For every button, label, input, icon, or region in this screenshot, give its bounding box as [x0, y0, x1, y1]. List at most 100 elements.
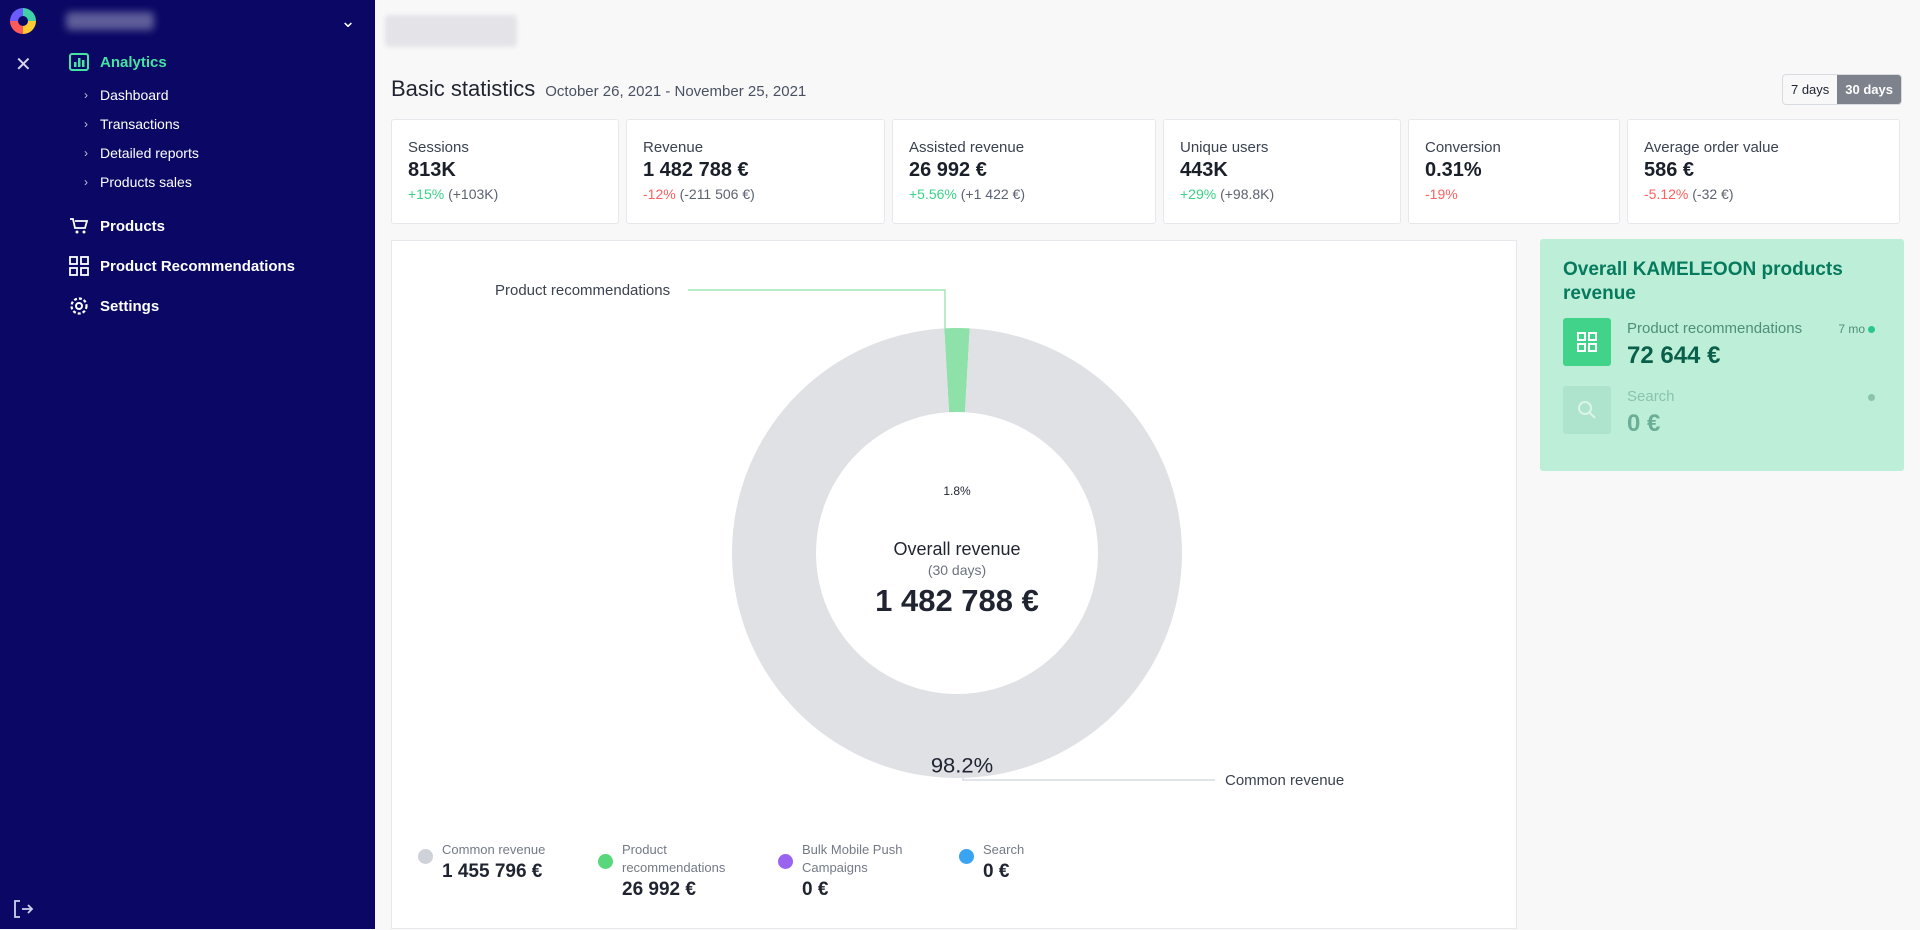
subitem-transactions[interactable]: › Transactions [84, 109, 368, 138]
analytics-submenu: › Dashboard › Transactions › Detailed repor… [84, 80, 368, 196]
stat-value: 443K [1180, 159, 1228, 181]
subitem-label: Transactions [100, 115, 180, 132]
kameleoon-row-value: 0 € [1627, 410, 1661, 437]
legend-name: Bulk Mobile Push Campaigns [802, 842, 903, 875]
kameleoon-row-label: Search [1627, 388, 1675, 405]
sidebar-item-label: Settings [100, 297, 160, 315]
stat-card-assisted-revenue: Assisted revenue 26 992 € +5.56% (+1 422… [892, 119, 1156, 224]
sidebar-item-analytics[interactable]: Analytics [68, 52, 368, 72]
stat-delta: -5.12% [1644, 186, 1689, 202]
sidebar-item-label: Products [100, 217, 166, 235]
stat-delta: +15% [408, 186, 445, 202]
stat-card-sessions: Sessions 813K +15% (+103K) [391, 119, 619, 224]
subitem-label: Products sales [100, 173, 192, 190]
chevron-right-icon: › [84, 116, 88, 131]
stat-title: Assisted revenue [909, 139, 1025, 156]
kameleoon-row-meta: 7 mo [1838, 322, 1865, 336]
stat-card-unique-users: Unique users 443K +29% (+98.8K) [1163, 119, 1401, 224]
callout-line-common-revenue [962, 778, 1215, 781]
legend-item-common-revenue[interactable]: Common revenue 1 455 796 € [418, 841, 598, 901]
stats-cards: Sessions 813K +15% (+103K) Revenue 1 482… [391, 119, 1905, 224]
donut-center-subtitle: (30 days) [928, 562, 986, 578]
sidebar-item-products[interactable]: Products [68, 216, 368, 236]
stat-title: Average order value [1644, 139, 1779, 156]
kameleoon-revenue-panel: Overall KAMELEOON products revenue Produ… [1540, 239, 1904, 471]
chevron-down-icon[interactable]: ⌄ [340, 11, 356, 31]
legend-item-product-recommendations[interactable]: Product recommendations 26 992 € [598, 841, 778, 901]
subitem-label: Detailed reports [100, 144, 199, 161]
page-header: Basic statistics October 26, 2021 - Nove… [391, 76, 806, 102]
legend-dot [959, 849, 974, 864]
sidebar-item-product-recommendations[interactable]: Product Recommendations [68, 256, 368, 276]
kameleoon-row-product-recommendations[interactable]: Product recommendations 72 644 € 7 mo [1563, 318, 1883, 370]
search-icon [1563, 386, 1611, 434]
slice-label-common-revenue: 98.2% [931, 754, 993, 777]
legend-value: 0 € [983, 861, 1010, 882]
kameleoon-logo-icon[interactable] [10, 8, 36, 34]
chevron-right-icon: › [84, 174, 88, 189]
subitem-label: Dashboard [100, 86, 169, 103]
callout-line-product-recommendations [688, 289, 946, 329]
legend-item-bulk-mobile-push-campaigns[interactable]: Bulk Mobile Push Campaigns 0 € [778, 841, 959, 901]
donut-center-title: Overall revenue [893, 539, 1020, 559]
legend-dot [778, 854, 793, 869]
callout-label-product-recommendations: Product recommendations [495, 282, 670, 299]
stat-value: 586 € [1644, 159, 1695, 181]
legend-value: 0 € [802, 879, 829, 900]
revenue-legend: Common revenue 1 455 796 € Product recom… [418, 841, 1139, 901]
range-7-days-button[interactable]: 7 days [1790, 82, 1830, 97]
stat-delta: -12% [643, 186, 676, 202]
project-selector[interactable] [385, 15, 517, 47]
sidebar-item-settings[interactable]: Settings [68, 296, 368, 316]
stat-title: Revenue [643, 139, 704, 156]
main-content: Basic statistics October 26, 2021 - Nove… [375, 0, 1920, 929]
donut-slice-common-revenue[interactable] [732, 328, 1182, 778]
account-selector[interactable] [66, 12, 154, 30]
subitem-products-sales[interactable]: › Products sales [84, 167, 368, 196]
donut-slice-product-recommendations[interactable] [944, 328, 970, 413]
status-dot [1868, 326, 1875, 333]
close-icon[interactable]: ✕ [15, 54, 32, 76]
sidebar-item-label: Analytics [100, 53, 167, 71]
logout-icon[interactable] [12, 898, 38, 922]
kameleoon-row-label: Product recommendations [1627, 320, 1803, 337]
stat-delta: +29% [1180, 186, 1217, 202]
kameleoon-row-search[interactable]: Search 0 € [1563, 386, 1883, 438]
analytics-icon [68, 52, 90, 72]
stat-value: 813K [408, 159, 456, 181]
stat-title: Unique users [1180, 139, 1269, 156]
sidebar: ⌄ ✕ Analytics › Dashboard › Transactions ›… [0, 0, 375, 929]
subitem-dashboard[interactable]: › Dashboard [84, 80, 368, 109]
cart-icon [68, 216, 90, 236]
range-30-days-button[interactable]: 30 days [1837, 75, 1901, 104]
stat-delta: -19% [1425, 186, 1458, 202]
gear-icon [68, 296, 90, 316]
donut-annotation-lines: Product recommendations Common revenue [495, 282, 1344, 789]
stat-delta-abs: (-211 506 €) [679, 186, 755, 202]
callout-label-common-revenue: Common revenue [1225, 772, 1344, 789]
stat-value: 26 992 € [909, 159, 987, 181]
stat-delta: +5.56% [909, 186, 957, 202]
revenue-donut-chart[interactable]: 1.8% 98.2% Overall revenue (30 days) 1 4… [732, 328, 1182, 778]
chevron-right-icon: › [84, 145, 88, 160]
stat-delta-abs: (-32 €) [1692, 186, 1734, 202]
stat-card-revenue: Revenue 1 482 788 € -12% (-211 506 €) [626, 119, 885, 224]
revenue-donut-panel: Product recommendations Common revenue 1… [391, 240, 1517, 929]
stat-card-conversion: Conversion 0.31% -19% [1408, 119, 1620, 224]
page-title: Basic statistics [391, 76, 536, 101]
stat-title: Sessions [408, 139, 469, 156]
legend-item-search[interactable]: Search 0 € [959, 841, 1139, 901]
slice-label-product-recommendations: 1.8% [943, 484, 971, 498]
legend-value: 1 455 796 € [442, 861, 543, 882]
stat-value: 0.31% [1425, 159, 1482, 181]
stat-value: 1 482 788 € [643, 159, 749, 181]
subitem-detailed-reports[interactable]: › Detailed reports [84, 138, 368, 167]
stat-delta-abs: (+98.8K) [1220, 186, 1275, 202]
stat-card-average-order-value: Average order value 586 € -5.12% (-32 €) [1627, 119, 1900, 224]
kameleoon-panel-title: Overall KAMELEOON products revenue [1563, 259, 1843, 304]
legend-value: 26 992 € [622, 879, 696, 900]
legend-name: Product recommendations [622, 842, 726, 875]
date-range: October 26, 2021 - November 25, 2021 [545, 83, 807, 100]
sidebar-item-label: Product Recommendations [100, 257, 296, 275]
donut-center-value: 1 482 788 € [875, 583, 1039, 618]
